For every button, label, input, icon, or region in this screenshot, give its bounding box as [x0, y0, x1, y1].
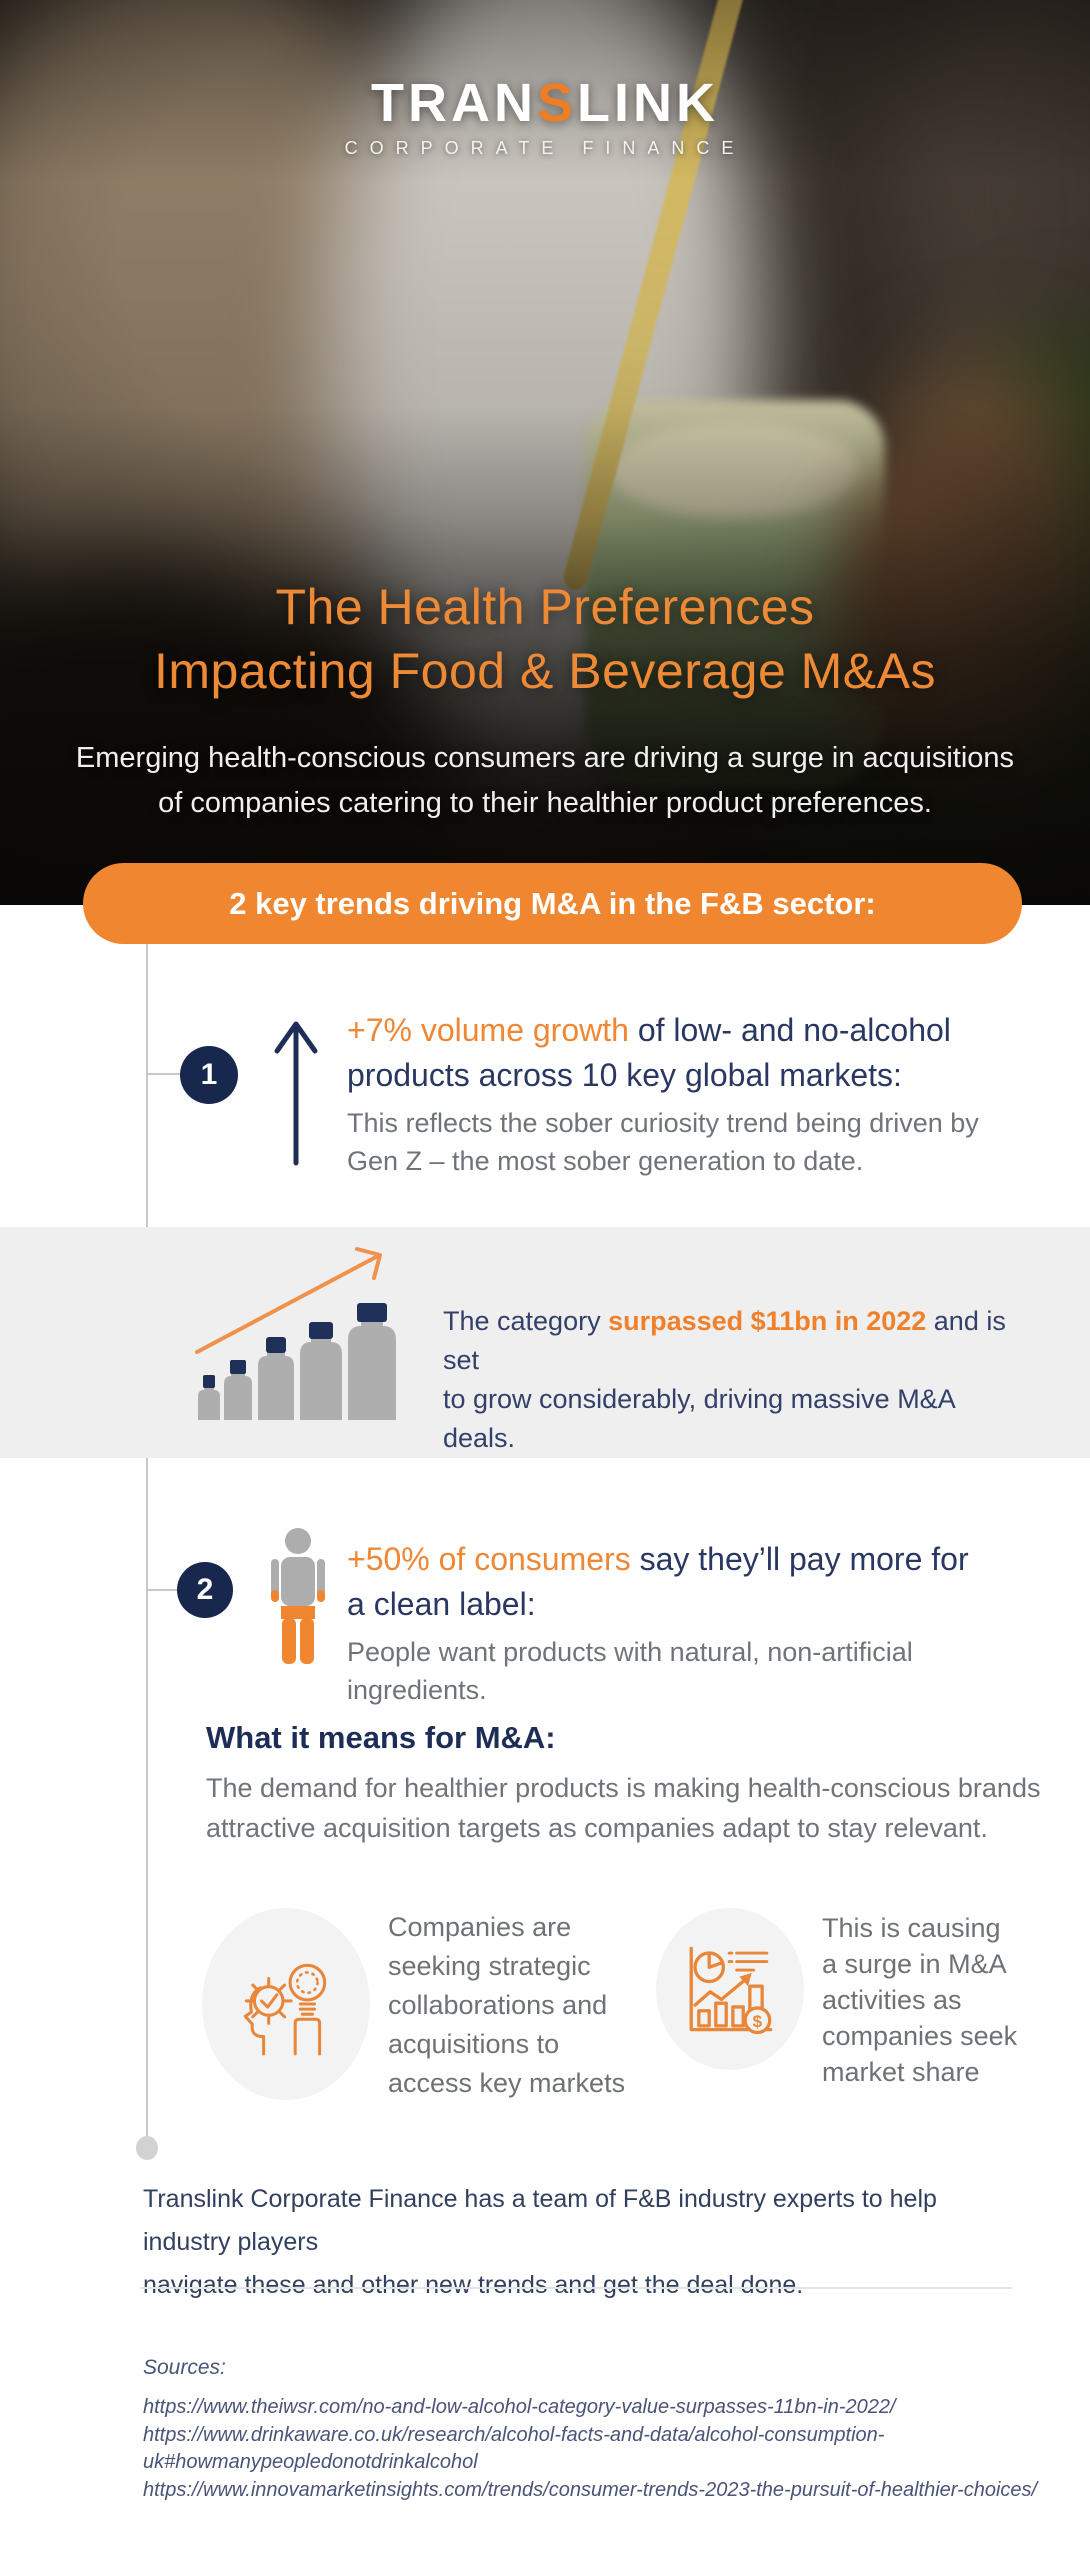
- source-link[interactable]: https://www.theiwsr.com/no-and-low-alcoh…: [143, 2396, 896, 2418]
- trend-2-headline-line2: a clean label:: [347, 1586, 536, 1622]
- closing-text: Translink Corporate Finance has a team o…: [143, 2178, 1023, 2307]
- idea-strategy-icon: [230, 1948, 342, 2060]
- outcome-right-line2: a surge in M&A: [822, 1949, 1007, 1979]
- key-trends-banner: 2 key trends driving M&A in the F&B sect…: [83, 863, 1022, 944]
- outcome-right-line5: market share: [822, 2057, 980, 2087]
- outcome-left-line1: Companies are: [388, 1912, 572, 1942]
- source-link[interactable]: https://www.drinkaware.co.uk/research/al…: [143, 2424, 885, 2473]
- outcome-right-line4: companies seek: [822, 2021, 1018, 2051]
- outcome-right-line3: activities as: [822, 1985, 962, 2015]
- outcome-left-line3: collaborations and: [388, 1990, 608, 2020]
- page-subtitle: Emerging health-conscious consumers are …: [0, 736, 1090, 826]
- timeline-tick-2: [147, 1589, 179, 1591]
- category-callout-post: and is set: [443, 1306, 1006, 1375]
- trend-1-headline-line2: products across 10 key global markets:: [347, 1057, 902, 1093]
- timeline-end-dot: [136, 2136, 158, 2160]
- trend-1-subtext: This reflects the sober curiosity trend …: [347, 1104, 1027, 1180]
- photo-vignette: [0, 0, 1090, 905]
- outcome-left-line2: seeking strategic: [388, 1951, 591, 1981]
- trend-2-headline: +50% of consumers say they’ll pay more f…: [347, 1537, 1027, 1582]
- trend-2-text: +50% of consumers say they’ll pay more f…: [347, 1537, 1027, 1709]
- trend-1-text: +7% volume growth of low- and no-alcohol…: [347, 1008, 1027, 1180]
- meaning-heading: What it means for M&A:: [206, 1720, 556, 1755]
- bottles-growth-icon: [190, 1240, 400, 1425]
- trend-2-headline-highlight: +50% of consumers: [347, 1541, 631, 1577]
- brand-s-mark: S: [536, 73, 578, 133]
- category-callout-line2: to grow considerably, driving massive M&…: [443, 1384, 955, 1453]
- closing-text-line1: Translink Corporate Finance has a team o…: [143, 2185, 937, 2256]
- source-link[interactable]: https://www.innovamarketinsights.com/tre…: [143, 2479, 1038, 2501]
- page-title-line2: Impacting Food & Beverage M&As: [153, 643, 937, 699]
- brand-name-left: TRAN: [371, 73, 537, 133]
- trend-1-headline-highlight: +7% volume growth: [347, 1012, 629, 1048]
- svg-text:$: $: [753, 2012, 763, 2031]
- brand-logo: TRANSLINK: [0, 72, 1090, 134]
- trend-1-marker: 1: [180, 1046, 238, 1104]
- outcome-left-line5: access key markets: [388, 2068, 626, 2098]
- trend-2-subtext: People want products with natural, non-a…: [347, 1633, 1027, 1709]
- outcome-left-line4: acquisitions to: [388, 2029, 560, 2059]
- brand-tagline: CORPORATE FINANCE: [344, 138, 746, 158]
- outcome-left-text: Companies are seeking strategic collabor…: [388, 1908, 668, 2103]
- hero-photo: TRANSLINK CORPORATE FINANCE The Health P…: [0, 0, 1090, 905]
- market-growth-icon: $: [678, 1937, 782, 2041]
- category-callout-pre: The category: [443, 1306, 609, 1336]
- trend-2-headline-rest: say they’ll pay more for: [630, 1541, 969, 1577]
- meaning-body-line2: attractive acquisition targets as compan…: [206, 1813, 988, 1843]
- brand-name-right: LINK: [577, 73, 719, 133]
- arrow-up-icon: [271, 1016, 321, 1166]
- trend-1-subtext-line2: Gen Z – the most sober generation to dat…: [347, 1146, 864, 1176]
- closing-text-line2: navigate these and other new trends and …: [143, 2271, 804, 2299]
- page-title-line1: The Health Preferences: [275, 579, 815, 635]
- consumer-person-icon: [268, 1528, 328, 1664]
- category-callout-line1: The category surpassed $11bn in 2022 and…: [443, 1302, 1033, 1380]
- page-title: The Health Preferences Impacting Food & …: [0, 575, 1090, 703]
- sources-label: Sources:: [143, 2356, 226, 2379]
- timeline-tick-1: [147, 1073, 182, 1075]
- meaning-body-line1: The demand for healthier products is mak…: [206, 1773, 1041, 1803]
- outcome-left-circle: [202, 1908, 370, 2100]
- trend-2-marker: 2: [177, 1562, 233, 1618]
- trend-1-headline-rest: of low- and no-alcohol: [628, 1012, 951, 1048]
- category-callout-text: The category surpassed $11bn in 2022 and…: [443, 1302, 1033, 1458]
- category-callout-highlight: surpassed $11bn in 2022: [608, 1306, 927, 1336]
- outcome-right-circle: $: [656, 1908, 804, 2070]
- outcome-right-text: This is causing a surge in M&A activitie…: [822, 1910, 1062, 2090]
- page-subtitle-line1: Emerging health-conscious consumers are …: [75, 742, 1015, 774]
- category-growth-band: [0, 1227, 1090, 1458]
- footer-divider: [140, 2287, 1012, 2289]
- sources-section: Sources: https://www.theiwsr.com/no-and-…: [143, 2356, 1043, 2504]
- trend-2-subtext-line1: People want products with natural, non-a…: [347, 1637, 913, 1705]
- page-subtitle-line2: of companies catering to their healthier…: [158, 787, 932, 819]
- outcome-right-line1: This is causing: [822, 1913, 1001, 1943]
- trend-1-subtext-line1: This reflects the sober curiosity trend …: [347, 1108, 979, 1138]
- meaning-body: The demand for healthier products is mak…: [206, 1768, 1086, 1848]
- trend-1-headline: +7% volume growth of low- and no-alcohol: [347, 1008, 1027, 1053]
- timeline-line: [146, 944, 148, 2142]
